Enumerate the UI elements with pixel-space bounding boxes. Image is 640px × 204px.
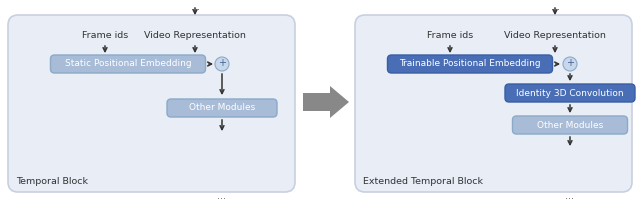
Circle shape xyxy=(215,57,229,71)
Text: ...: ... xyxy=(566,191,575,201)
FancyBboxPatch shape xyxy=(513,116,627,134)
Text: Trainable Positional Embedding: Trainable Positional Embedding xyxy=(399,60,541,69)
Text: +: + xyxy=(566,59,574,69)
Text: Identity 3D Convolution: Identity 3D Convolution xyxy=(516,89,624,98)
Text: Other Modules: Other Modules xyxy=(537,121,603,130)
Text: Video Representation: Video Representation xyxy=(144,31,246,41)
Text: Frame ids: Frame ids xyxy=(82,31,128,41)
Text: ...: ... xyxy=(218,191,227,201)
Text: Other Modules: Other Modules xyxy=(189,103,255,112)
Text: ...: ... xyxy=(191,2,200,12)
FancyBboxPatch shape xyxy=(51,55,205,73)
FancyBboxPatch shape xyxy=(387,55,552,73)
Text: Frame ids: Frame ids xyxy=(427,31,473,41)
Text: Video Representation: Video Representation xyxy=(504,31,606,41)
Text: +: + xyxy=(218,59,226,69)
Text: Extended Temporal Block: Extended Temporal Block xyxy=(363,177,483,186)
FancyBboxPatch shape xyxy=(167,99,277,117)
Text: Static Positional Embedding: Static Positional Embedding xyxy=(65,60,191,69)
FancyBboxPatch shape xyxy=(8,15,295,192)
Polygon shape xyxy=(303,86,349,118)
FancyBboxPatch shape xyxy=(505,84,635,102)
FancyBboxPatch shape xyxy=(355,15,632,192)
Text: ...: ... xyxy=(550,2,559,12)
Text: Temporal Block: Temporal Block xyxy=(16,177,88,186)
Circle shape xyxy=(563,57,577,71)
